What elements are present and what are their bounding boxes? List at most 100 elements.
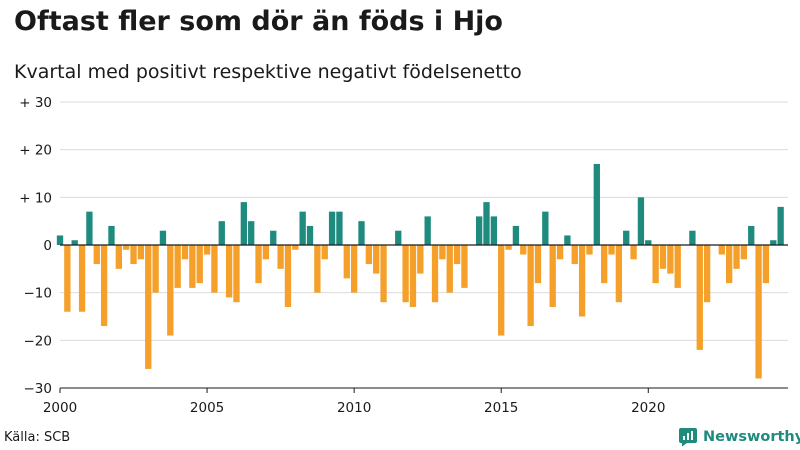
bar [505,245,512,250]
bar [542,211,549,245]
bar [483,202,490,245]
bar [196,245,203,284]
x-tick-label: 2020 [631,400,665,416]
bar [446,245,453,293]
bar [689,230,696,245]
bar [248,221,255,245]
bar [240,202,248,245]
bar [255,245,262,284]
y-tick-label: + 20 [19,143,52,159]
bar [115,245,122,269]
y-tick-label: + 30 [19,95,52,111]
bar [328,211,336,245]
bar [556,245,564,260]
bar [93,245,100,265]
bar [520,245,527,255]
bar [174,245,181,288]
bar [652,245,659,284]
bars [56,163,784,379]
x-tick-label: 2015 [484,400,518,416]
bar [108,225,115,245]
bar [167,245,174,336]
bar [343,245,350,279]
bar [586,245,593,255]
bar [667,245,674,274]
bar [600,245,608,284]
bar [512,225,520,245]
chart-subtitle: Kvartal med positivt respektive negativt… [14,61,522,83]
bar [608,245,615,255]
bar [534,245,542,284]
bar [439,245,446,260]
bar [615,245,623,303]
bar [424,216,431,245]
bar [527,245,534,327]
bar [726,245,733,284]
bar [703,245,711,303]
bar [417,245,424,274]
bar [659,245,667,269]
bar [490,216,498,245]
bar [314,245,321,293]
bar [137,245,145,260]
bar [145,245,152,369]
bar [277,245,284,269]
bar [284,245,292,307]
bar [292,245,299,250]
bar [262,245,270,260]
bar [637,197,645,245]
bar [350,245,358,293]
bar [321,245,328,260]
bar [630,245,637,260]
bar [306,225,314,245]
bar [578,245,586,317]
bar [233,245,240,303]
bar [299,211,306,245]
x-axis-ticks: 2000 2005 2010 2015 2020 [43,387,788,416]
bar [270,230,277,245]
y-tick-label: 0 [43,238,52,254]
bar [203,245,211,255]
bar [733,245,740,269]
bar [770,240,777,245]
bar [674,245,681,288]
y-tick-label: + 10 [19,190,52,206]
bar [225,245,233,298]
bar [100,245,108,327]
x-tick-label: 2005 [190,400,224,416]
bar [395,230,402,245]
bar [181,245,189,260]
bar [78,245,86,312]
bar [748,225,755,245]
bar [755,245,762,379]
x-tick-label: 2010 [337,400,371,416]
bar [211,245,218,293]
bar [475,216,483,245]
bar [498,245,505,336]
bar [645,240,652,245]
bar [218,221,225,245]
brand-name: Newsworthy [703,429,800,445]
bar [696,245,703,350]
bar [593,163,600,245]
bar [365,245,373,265]
bar [123,245,130,250]
bar [762,245,770,284]
bar [453,245,461,265]
bar [461,245,468,288]
bar [402,245,409,303]
bar [56,235,64,245]
bar [571,245,578,265]
y-tick-label: −20 [24,333,53,349]
brand-logo: Newsworthy [678,427,800,447]
bar [130,245,137,265]
y-axis-ticks: + 30 + 20 + 10 0 −10 −20 −30 [19,95,52,397]
y-tick-label: −10 [24,286,53,302]
bar [380,245,387,303]
bar [373,245,380,274]
chart-title: Oftast fler som dör än föds i Hjo [14,6,503,37]
bar [718,245,725,255]
y-tick-label: −30 [24,381,53,397]
bar [549,245,556,307]
